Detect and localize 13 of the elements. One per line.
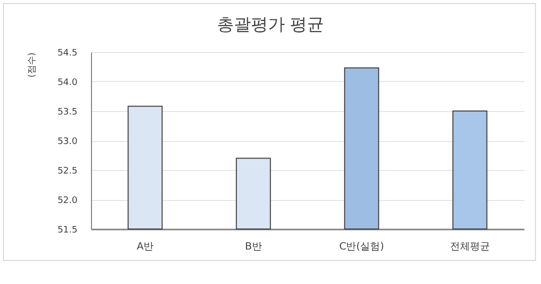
y-tick-label: 54.0	[57, 78, 78, 88]
chart-title: 총괄평가 평균	[216, 15, 324, 35]
x-tick-label: B반	[244, 242, 262, 252]
y-tick-label: 52.5	[57, 166, 78, 176]
x-tick-label: 전체평균	[450, 242, 490, 252]
y-axis-title: (점수)	[28, 52, 38, 78]
y-tick-label: 51.5	[57, 226, 78, 236]
x-tick-label: C반(실험)	[339, 242, 384, 252]
y-tick-label: 53.5	[57, 108, 78, 118]
y-tick-label: 54.5	[57, 48, 78, 58]
y-tick-label: 53.0	[57, 137, 78, 147]
x-tick-label: A반	[136, 242, 154, 252]
y-tick-label: 52.0	[57, 196, 78, 206]
